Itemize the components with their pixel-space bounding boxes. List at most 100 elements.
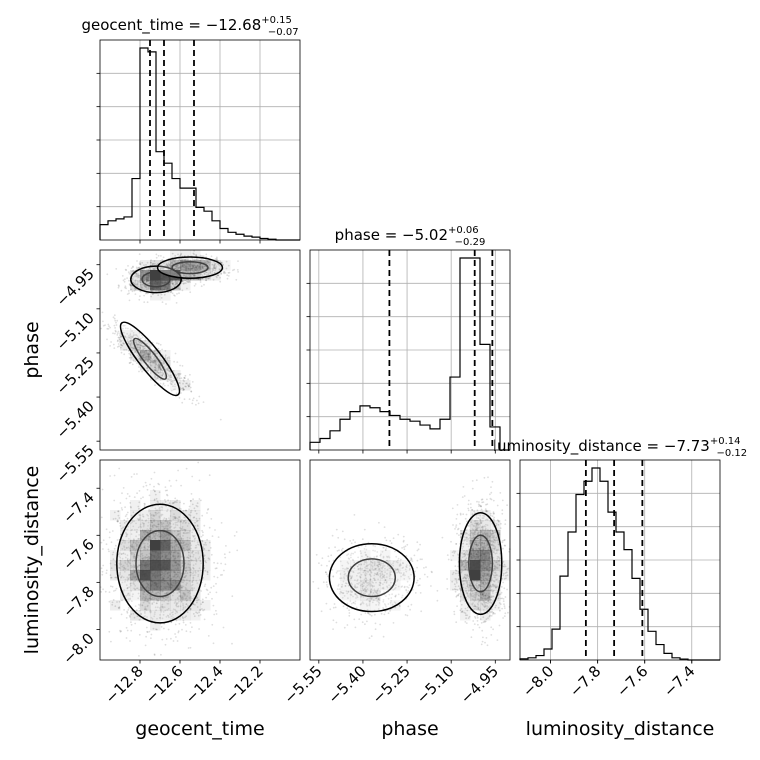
scatter-point-geocent_time_vs_phase-512 bbox=[169, 262, 172, 265]
scatter-point-geocent_time_vs_luminosity_distance-696 bbox=[120, 507, 123, 509]
scatter-point-geocent_time_vs_phase-1724 bbox=[112, 343, 115, 346]
scatter-point-geocent_time_vs_luminosity_distance-1618 bbox=[145, 484, 148, 487]
scatter-point-geocent_time_vs_luminosity_distance-375 bbox=[129, 640, 131, 642]
scatter-point-geocent_time_vs_phase-1836 bbox=[178, 397, 181, 399]
scatter-point-geocent_time_vs_phase-13 bbox=[151, 293, 154, 295]
scatter-point-geocent_time_vs_phase-1700 bbox=[112, 332, 114, 335]
scatter-point-geocent_time_vs_phase-1755 bbox=[176, 361, 179, 363]
scatter-point-geocent_time_vs_phase-1951 bbox=[113, 332, 116, 335]
xlabel-phase: phase bbox=[381, 718, 438, 740]
scatter-point-geocent_time_vs_phase-1738 bbox=[114, 327, 116, 329]
scatter-point-geocent_time_vs_phase-23 bbox=[140, 285, 143, 288]
scatter-point-geocent_time_vs_luminosity_distance-1117 bbox=[111, 530, 114, 532]
scatter-point-geocent_time_vs_luminosity_distance-267 bbox=[224, 556, 227, 559]
ylabel-phase: phase bbox=[21, 321, 43, 378]
scatter-point-geocent_time_vs_luminosity_distance-745 bbox=[184, 624, 187, 626]
scatter-point-geocent_time_vs_luminosity_distance-893 bbox=[182, 621, 185, 624]
scatter-point-geocent_time_vs_phase-2072 bbox=[183, 376, 186, 379]
scatter-point-geocent_time_vs_phase-2096 bbox=[191, 381, 194, 383]
scatter-point-geocent_time_vs_phase-85 bbox=[171, 282, 173, 285]
scatter-point-geocent_time_vs_luminosity_distance-762 bbox=[208, 474, 211, 477]
scatter-point-geocent_time_vs_phase-25 bbox=[118, 285, 120, 287]
scatter-point-geocent_time_vs_phase-1164 bbox=[205, 253, 208, 256]
scatter-point-geocent_time_vs_phase-365 bbox=[174, 283, 177, 286]
scatter-point-geocent_time_vs_phase-384 bbox=[157, 294, 160, 297]
scatter-point-geocent_time_vs_luminosity_distance-543 bbox=[105, 572, 108, 574]
scatter-point-geocent_time_vs_luminosity_distance-596 bbox=[126, 611, 129, 614]
scatter-point-geocent_time_vs_phase-602 bbox=[199, 278, 202, 281]
scatter-point-geocent_time_vs_luminosity_distance-644 bbox=[189, 622, 192, 624]
scatter-point-geocent_time_vs_phase-2287 bbox=[102, 324, 105, 327]
scatter-point-geocent_time_vs_luminosity_distance-1766 bbox=[143, 502, 146, 505]
scatter-point-geocent_time_vs_phase-133 bbox=[163, 293, 166, 296]
scatter-point-geocent_time_vs_luminosity_distance-651 bbox=[160, 626, 163, 628]
scatter-point-geocent_time_vs_phase-639 bbox=[139, 281, 142, 284]
scatter-point-geocent_time_vs_phase-776 bbox=[136, 260, 138, 262]
scatter-point-geocent_time_vs_luminosity_distance-538 bbox=[128, 495, 131, 498]
scatter-point-geocent_time_vs_phase-1477 bbox=[237, 271, 240, 273]
scatter-point-geocent_time_vs_luminosity_distance-1994 bbox=[110, 541, 113, 544]
scatter-point-geocent_time_vs_phase-359 bbox=[145, 281, 147, 283]
scatter-point-geocent_time_vs_phase-114 bbox=[128, 292, 130, 295]
scatter-point-geocent_time_vs_phase-666 bbox=[155, 256, 158, 259]
scatter-point-geocent_time_vs_phase-516 bbox=[145, 280, 148, 282]
scatter-point-geocent_time_vs_luminosity_distance-63 bbox=[164, 643, 167, 646]
scatter-point-geocent_time_vs_phase-75 bbox=[182, 283, 185, 285]
scatter-point-geocent_time_vs_luminosity_distance-1386 bbox=[102, 588, 104, 591]
scatter-point-geocent_time_vs_luminosity_distance-1658 bbox=[166, 493, 168, 496]
scatter-point-geocent_time_vs_phase-1838 bbox=[117, 343, 120, 345]
scatter-point-geocent_time_vs_phase-116 bbox=[193, 284, 196, 287]
scatter-point-geocent_time_vs_phase-543 bbox=[146, 280, 148, 283]
scatter-point-geocent_time_vs_phase-1721 bbox=[156, 342, 158, 345]
scatter-point-geocent_time_vs_luminosity_distance-1316 bbox=[149, 483, 151, 486]
scatter-point-geocent_time_vs_phase-198 bbox=[152, 293, 154, 295]
scatter-point-geocent_time_vs_phase-111 bbox=[143, 280, 145, 282]
scatter-point-geocent_time_vs_phase-1375 bbox=[202, 255, 205, 258]
scatter-point-geocent_time_vs_luminosity_distance-1531 bbox=[233, 534, 236, 537]
scatter-point-geocent_time_vs_phase-282 bbox=[135, 275, 138, 278]
scatter-point-geocent_time_vs_phase-118 bbox=[127, 265, 129, 267]
scatter-point-geocent_time_vs_luminosity_distance-1776 bbox=[133, 473, 136, 475]
scatter-point-geocent_time_vs_phase-230 bbox=[131, 278, 134, 281]
scatter-point-geocent_time_vs_luminosity_distance-585 bbox=[214, 529, 216, 531]
scatter-point-geocent_time_vs_luminosity_distance-355 bbox=[125, 637, 128, 639]
scatter-point-geocent_time_vs_phase-1936 bbox=[180, 377, 183, 380]
scatter-point-geocent_time_vs_phase-165 bbox=[179, 288, 181, 290]
scatter-point-geocent_time_vs_phase-530 bbox=[175, 282, 178, 285]
scatter-point-geocent_time_vs_luminosity_distance-1486 bbox=[123, 609, 125, 611]
scatter-point-geocent_time_vs_phase-868 bbox=[122, 279, 125, 282]
scatter-point-geocent_time_vs_phase-478 bbox=[145, 285, 147, 288]
scatter-point-geocent_time_vs_phase-1697 bbox=[192, 397, 195, 400]
scatter-point-geocent_time_vs_luminosity_distance-831 bbox=[111, 585, 114, 588]
scatter-point-geocent_time_vs_phase-63 bbox=[190, 274, 193, 277]
scatter-point-geocent_time_vs_phase-1868 bbox=[184, 374, 187, 377]
scatter-point-geocent_time_vs_phase-123 bbox=[161, 267, 164, 270]
scatter-point-geocent_time_vs_luminosity_distance-275 bbox=[205, 596, 208, 599]
scatter-point-geocent_time_vs_luminosity_distance-1535 bbox=[108, 531, 111, 534]
scatter-point-geocent_time_vs_phase-14 bbox=[124, 285, 127, 288]
scatter-point-geocent_time_vs_luminosity_distance-1463 bbox=[168, 479, 171, 482]
scatter-point-geocent_time_vs_phase-1832 bbox=[173, 360, 176, 363]
scatter-point-geocent_time_vs_luminosity_distance-1176 bbox=[183, 502, 185, 505]
scatter-point-geocent_time_vs_phase-623 bbox=[134, 293, 137, 295]
scatter-point-geocent_time_vs_phase-822 bbox=[117, 286, 120, 289]
scatter-point-geocent_time_vs_luminosity_distance-1119 bbox=[215, 591, 218, 594]
scatter-point-geocent_time_vs_luminosity_distance-1656 bbox=[113, 474, 116, 477]
scatter-point-geocent_time_vs_phase-312 bbox=[185, 275, 187, 278]
scatter-point-geocent_time_vs_phase-1950 bbox=[154, 384, 156, 386]
scatter-point-geocent_time_vs_luminosity_distance-1927 bbox=[150, 637, 152, 640]
scatter-point-geocent_time_vs_phase-228 bbox=[134, 280, 137, 282]
scatter-point-geocent_time_vs_phase-580 bbox=[127, 271, 130, 274]
scatter-point-geocent_time_vs_phase-601 bbox=[143, 284, 146, 287]
scatter-point-geocent_time_vs_phase-1540 bbox=[223, 272, 226, 275]
scatter-point-geocent_time_vs_luminosity_distance-1939 bbox=[224, 563, 227, 566]
scatter-point-geocent_time_vs_luminosity_distance-1364 bbox=[142, 496, 144, 499]
scatter-point-geocent_time_vs_phase-100 bbox=[138, 298, 141, 301]
scatter-point-geocent_time_vs_phase-975 bbox=[219, 280, 222, 283]
scatter-point-geocent_time_vs_phase-1048 bbox=[162, 256, 165, 259]
scatter-point-geocent_time_vs_luminosity_distance-678 bbox=[206, 512, 208, 514]
scatter-point-geocent_time_vs_luminosity_distance-780 bbox=[102, 564, 105, 567]
scatter-point-geocent_time_vs_luminosity_distance-1543 bbox=[124, 506, 126, 508]
scatter-point-geocent_time_vs_phase-1744 bbox=[219, 418, 222, 421]
scatter-point-geocent_time_vs_luminosity_distance-66 bbox=[145, 626, 148, 629]
